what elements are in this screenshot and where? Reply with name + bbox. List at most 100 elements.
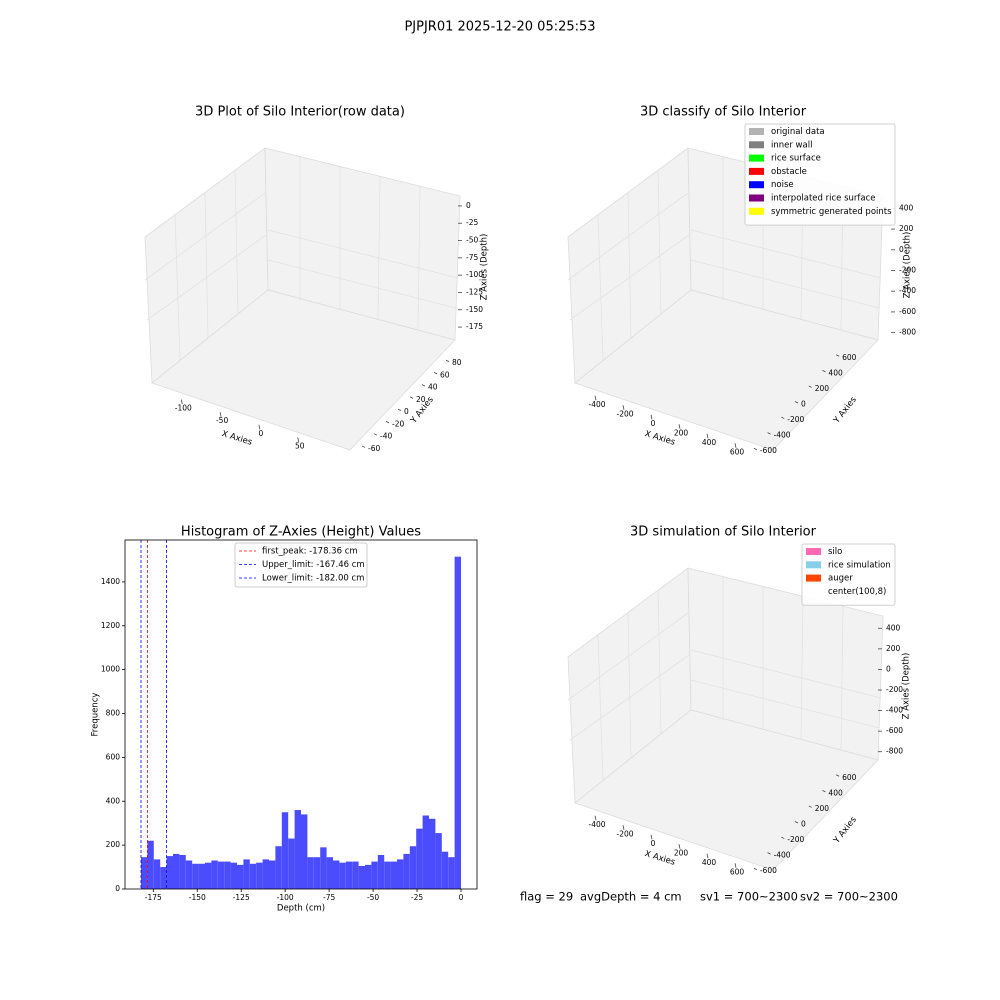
legend-label: center(100,8) xyxy=(828,587,886,597)
y-tick-label: 600 xyxy=(842,773,857,782)
bar xyxy=(377,854,385,889)
pane-grid xyxy=(657,589,662,734)
legend-label: obstacle xyxy=(771,167,807,177)
bar xyxy=(160,867,167,889)
plot-title: 3D simulation of Silo Interior xyxy=(630,525,817,540)
tick-mark xyxy=(767,432,771,435)
bar xyxy=(409,846,417,889)
pane-grid xyxy=(377,175,381,320)
pane-grid xyxy=(690,229,882,279)
tick-mark xyxy=(180,399,183,405)
bar xyxy=(333,860,340,889)
x-tick-label: -400 xyxy=(588,820,605,829)
tick-mark xyxy=(794,401,799,404)
status-text: avgDepth = 4 cm xyxy=(580,890,682,904)
x-axis-label: X Axies xyxy=(643,849,676,868)
y-tick-label: -600 xyxy=(760,446,777,455)
bar xyxy=(390,861,397,889)
x-tick-label: -100 xyxy=(277,893,294,902)
bar xyxy=(339,862,346,889)
y-tick-label: 1400 xyxy=(101,577,120,586)
tick-mark xyxy=(433,372,438,375)
plot-title: 3D classify of Silo Interior xyxy=(640,105,807,120)
tick-mark xyxy=(781,836,785,839)
tick-mark xyxy=(835,774,840,777)
bar xyxy=(173,853,180,889)
status-text: sv1 = 700~2300 xyxy=(700,890,798,904)
y-tick-label: 400 xyxy=(828,788,843,797)
bar xyxy=(205,862,212,889)
tick-mark xyxy=(594,815,597,821)
pane-grid xyxy=(627,612,632,759)
bar xyxy=(294,810,301,889)
x-axis-label: X Axies xyxy=(220,429,253,448)
y-tick-label: -200 xyxy=(787,835,804,844)
pane-grid xyxy=(597,214,604,361)
tick-mark xyxy=(594,395,597,401)
legend-swatch xyxy=(749,194,764,202)
pane-grid xyxy=(627,192,632,339)
z-tick-label: 0 xyxy=(886,664,891,673)
pane-grid xyxy=(569,654,690,741)
bar xyxy=(217,861,225,889)
z-tick-label: -50 xyxy=(466,236,478,245)
z-tick-label: -100 xyxy=(466,270,483,279)
bar xyxy=(211,860,218,889)
tick-mark xyxy=(706,433,709,439)
z-tick-label: -200 xyxy=(886,685,903,694)
legend-swatch xyxy=(749,207,764,215)
status-text: sv2 = 700~2300 xyxy=(800,890,898,904)
x-tick-label: -50 xyxy=(367,893,379,902)
y-tick-label: 60 xyxy=(440,370,450,379)
bar xyxy=(262,859,269,889)
tick-mark xyxy=(409,396,414,399)
x-tick-label: 600 xyxy=(730,867,745,876)
y-tick-label: 400 xyxy=(828,368,843,377)
bar xyxy=(307,857,314,889)
pane xyxy=(151,289,456,451)
y-axis-label: Frequency xyxy=(91,693,101,737)
panes-3d xyxy=(567,567,884,871)
bar xyxy=(454,556,461,889)
legend-label: interpolated rice surface xyxy=(771,194,876,204)
y-tick-label: 80 xyxy=(452,358,462,367)
panes-3d xyxy=(144,147,461,451)
pane-grid xyxy=(234,169,239,314)
z-axis-label: Z Axies (Depth) xyxy=(902,653,912,720)
legend-swatch xyxy=(806,587,821,595)
bar xyxy=(179,854,186,889)
tick-mark xyxy=(622,405,625,410)
pane-grid xyxy=(800,595,804,740)
bar xyxy=(185,860,193,889)
z-tick-label: 400 xyxy=(899,203,914,212)
x-tick-label: 0 xyxy=(259,429,264,438)
y-axis-label: Y Axies xyxy=(831,395,859,427)
x-tick-label: 0 xyxy=(459,893,464,902)
y-tick-label: 0 xyxy=(801,400,806,409)
bar xyxy=(352,861,359,889)
z-tick-label: -400 xyxy=(899,286,916,295)
panes-3d xyxy=(567,147,884,451)
bar xyxy=(281,812,289,889)
tick-mark xyxy=(808,385,812,388)
y-tick-label: 0 xyxy=(801,820,806,829)
bar xyxy=(313,857,321,889)
bar xyxy=(153,859,161,889)
tick-mark xyxy=(361,445,366,448)
pane-grid xyxy=(690,649,882,699)
tick-mark xyxy=(781,416,785,419)
pane-grid xyxy=(569,234,690,321)
bar xyxy=(397,859,404,889)
pane-grid xyxy=(267,229,459,279)
x-tick-label: -150 xyxy=(189,893,206,902)
y-tick-label: -600 xyxy=(760,866,777,875)
legend-label: rice surface xyxy=(771,154,821,164)
pane xyxy=(574,289,879,451)
x-tick-label: 400 xyxy=(702,858,717,867)
tick-mark xyxy=(808,805,812,808)
tick-mark xyxy=(767,852,771,855)
z-tick-label: 200 xyxy=(886,644,901,653)
y-tick-label: -20 xyxy=(392,419,404,428)
bar xyxy=(243,859,250,889)
x-tick-label: 0 xyxy=(651,419,656,428)
